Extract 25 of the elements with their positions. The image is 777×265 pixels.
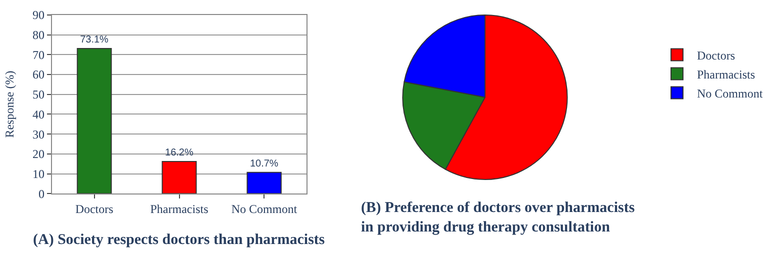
y-tick-label: 0 <box>38 186 44 201</box>
legend-label: Pharmacists <box>697 67 756 82</box>
text: (B) Preference of doctors over pharmacists in providing drug therapy consultation <box>361 200 635 236</box>
y-axis-title: Response (%) <box>2 70 17 138</box>
data-label: 16.2% <box>165 147 194 158</box>
y-tick-label: 80 <box>32 28 44 42</box>
bar <box>246 172 282 194</box>
legend-label: Doctors <box>697 48 736 62</box>
data-label: 10.7% <box>250 158 278 170</box>
x-tick-label: Doctors <box>75 202 114 216</box>
legend-label: No Commont <box>697 86 764 100</box>
x-tick-label: No Commont <box>231 202 298 216</box>
x-tick-label: Pharmacists <box>150 202 209 216</box>
y-tick-label: 40 <box>32 107 44 122</box>
y-tick-label: 10 <box>32 166 44 181</box>
bar <box>162 160 197 194</box>
bar <box>76 48 112 194</box>
y-tick-label: 60 <box>32 68 44 82</box>
y-tick-label: 30 <box>32 127 44 142</box>
y-tick-label: 20 <box>32 147 44 162</box>
y-tick-label: 70 <box>32 48 44 62</box>
text: (A) Society respects doctors than pharmacists <box>33 232 325 248</box>
data-label: 73.1% <box>80 34 109 46</box>
y-tick-label: 90 <box>32 8 44 22</box>
y-tick-label: 50 <box>32 88 44 102</box>
